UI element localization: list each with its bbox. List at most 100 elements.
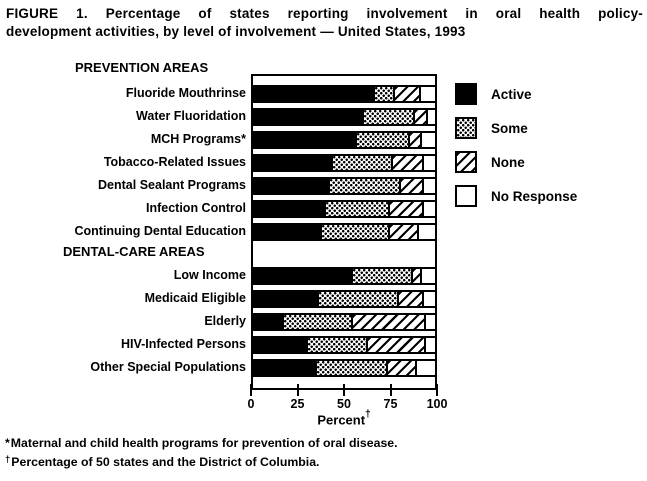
- legend-label: Active: [491, 86, 532, 102]
- segment-none: [413, 110, 426, 124]
- bar-medicaid-eligible: [251, 290, 437, 308]
- segment-none: [387, 202, 423, 216]
- segment-active: [253, 361, 315, 375]
- x-axis-label-text: Percent: [317, 412, 366, 428]
- segment-no-response: [416, 225, 435, 239]
- bar-tobacco-related-issues: [251, 154, 437, 172]
- legend-item-none: None: [455, 151, 577, 173]
- x-axis-tick: [436, 384, 438, 396]
- bar-water-fluoridation: [251, 108, 437, 126]
- legend-swatch-active: [455, 83, 477, 105]
- category-label-low-income: Low Income: [173, 268, 246, 282]
- x-axis-tick-label: 25: [290, 397, 305, 411]
- footnote-marker: †: [5, 453, 11, 465]
- legend-swatch-none: [455, 151, 477, 173]
- category-label-hiv-infected-persons: HIV-Infected Persons: [120, 337, 246, 351]
- segment-active: [253, 269, 352, 283]
- x-axis-tick-label: 75: [383, 397, 398, 411]
- segment-some: [354, 133, 408, 147]
- segment-some: [362, 110, 414, 124]
- segment-no-response: [424, 338, 435, 352]
- category-label-fluoride-mouthrinse: Fluoride Mouthrinse: [125, 86, 246, 100]
- legend-item-no-response: No Response: [455, 185, 577, 207]
- segment-none: [407, 133, 421, 147]
- bar-mch-programs: [251, 131, 437, 149]
- segment-active: [253, 292, 317, 306]
- segment-some: [373, 87, 394, 101]
- category-label-medicaid-eligible: Medicaid Eligible: [144, 291, 246, 305]
- x-axis-tick: [343, 384, 345, 396]
- segment-no-response: [420, 133, 435, 147]
- legend-item-active: Active: [455, 83, 577, 105]
- legend-label: No Response: [491, 188, 578, 204]
- category-label-elderly: Elderly: [204, 314, 246, 328]
- segment-no-response: [422, 179, 435, 193]
- segment-some: [323, 202, 388, 216]
- segment-active: [253, 225, 321, 239]
- segment-none: [385, 361, 415, 375]
- segment-active: [253, 315, 283, 329]
- x-axis-tick-label: 100: [426, 397, 448, 411]
- segment-no-response: [414, 361, 435, 375]
- segment-none: [393, 87, 419, 101]
- figure-title: FIGURE 1. Percentage of states reporting…: [6, 5, 643, 41]
- bar-low-income: [251, 267, 437, 285]
- bar-infection-control: [251, 200, 437, 218]
- segment-some: [282, 315, 352, 329]
- segment-some: [316, 292, 397, 306]
- figure-title-line-1: FIGURE 1. Percentage of states reporting…: [6, 6, 643, 21]
- segment-active: [253, 179, 328, 193]
- footnote-text: Maternal and child health programs for p…: [10, 436, 398, 450]
- bar-fluoride-mouthrinse: [251, 85, 437, 103]
- category-label-other-special-populations: Other Special Populations: [90, 360, 246, 374]
- legend: Active Some None No Response: [455, 83, 577, 207]
- segment-some: [331, 156, 392, 170]
- x-axis-tick: [250, 384, 252, 396]
- segment-active: [253, 338, 306, 352]
- category-label-continuing-dental-education: Continuing Dental Education: [74, 224, 246, 238]
- segment-some: [327, 179, 399, 193]
- segment-no-response: [418, 87, 435, 101]
- segment-some: [351, 269, 412, 283]
- segment-none: [398, 179, 423, 193]
- bar-hiv-infected-persons: [251, 336, 437, 354]
- bar-other-special-populations: [251, 359, 437, 377]
- x-axis-tick-label: 0: [247, 397, 255, 411]
- legend-swatch-some: [455, 117, 477, 139]
- segment-no-response: [424, 315, 435, 329]
- segment-none: [365, 338, 425, 352]
- category-label-water-fluoridation: Water Fluoridation: [136, 109, 246, 123]
- legend-swatch-no-response: [455, 185, 477, 207]
- segment-active: [253, 156, 332, 170]
- segment-no-response: [420, 269, 435, 283]
- footnotes: *Maternal and child health programs for …: [5, 436, 398, 470]
- segment-some: [314, 361, 386, 375]
- x-axis-tick: [389, 384, 392, 396]
- segment-no-response: [425, 110, 435, 124]
- section-header-prevention-areas: PREVENTION AREAS: [75, 60, 209, 75]
- segment-none: [391, 156, 423, 170]
- segment-none: [387, 225, 417, 239]
- segment-active: [253, 133, 355, 147]
- x-axis-tick-label: 50: [337, 397, 351, 411]
- bar-dental-sealant-programs: [251, 177, 437, 195]
- x-axis-label: Percent†: [274, 409, 414, 428]
- bar-continuing-dental-education: [251, 223, 437, 241]
- segment-no-response: [422, 292, 435, 306]
- legend-item-some: Some: [455, 117, 577, 139]
- category-label-infection-control: Infection Control: [146, 201, 246, 215]
- legend-label: None: [491, 154, 525, 170]
- footnote-marker: *: [5, 436, 10, 450]
- legend-label: Some: [491, 120, 528, 136]
- section-header-dental-care-areas: DENTAL-CARE AREAS: [63, 244, 205, 259]
- segment-some: [305, 338, 366, 352]
- x-axis-label-dagger: †: [365, 409, 371, 420]
- figure-title-line-2: development activities, by level of invo…: [6, 24, 466, 39]
- segment-none: [411, 269, 421, 283]
- segment-none: [351, 315, 425, 329]
- category-label-tobacco-related-issues: Tobacco-Related Issues: [103, 155, 246, 169]
- bar-elderly: [251, 313, 437, 331]
- x-axis-tick: [296, 384, 299, 396]
